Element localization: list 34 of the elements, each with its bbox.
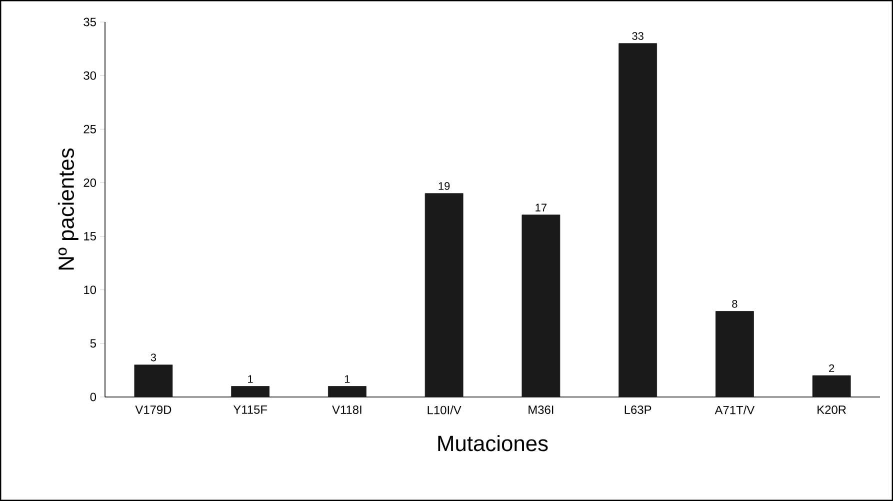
bar — [715, 311, 754, 397]
y-tick-label: 0 — [90, 392, 96, 402]
x-tick-label: K20R — [818, 406, 846, 414]
x-tick-label: V118I — [332, 406, 362, 414]
y-tick-label: 20 — [84, 178, 96, 187]
y-tick-label: 10 — [84, 286, 96, 294]
data-label: 1 — [344, 375, 350, 383]
data-label: 19 — [438, 182, 450, 190]
x-axis-title: Mutaciones — [438, 435, 548, 452]
bar — [231, 386, 270, 397]
y-axis-title: Nº pacientes — [58, 148, 78, 270]
x-tick-label: L63P — [624, 406, 652, 414]
y-tick-label: 15 — [84, 232, 96, 240]
bar — [328, 386, 366, 397]
data-label: 1 — [248, 375, 253, 383]
bar — [522, 214, 560, 397]
data-label: 3 — [150, 354, 156, 362]
bar — [618, 43, 658, 397]
x-tick-label: A71T/V — [714, 406, 755, 414]
y-tick-label: 25 — [84, 124, 96, 134]
x-tick-label: M36I — [528, 406, 554, 414]
y-tick-label: 35 — [84, 18, 96, 26]
y-tick-label: 30 — [84, 71, 96, 80]
bar — [134, 364, 173, 397]
data-label: 33 — [632, 32, 644, 40]
bar — [812, 375, 851, 397]
x-tick-label: Y115F — [233, 406, 268, 414]
data-label: 8 — [732, 300, 738, 308]
x-tick-label: V179D — [135, 406, 172, 414]
x-tick-label: L10I/V — [428, 406, 462, 414]
bar — [424, 193, 464, 397]
data-label: 17 — [536, 204, 546, 212]
data-label: 2 — [829, 364, 834, 372]
y-tick-label: 5 — [90, 339, 96, 348]
